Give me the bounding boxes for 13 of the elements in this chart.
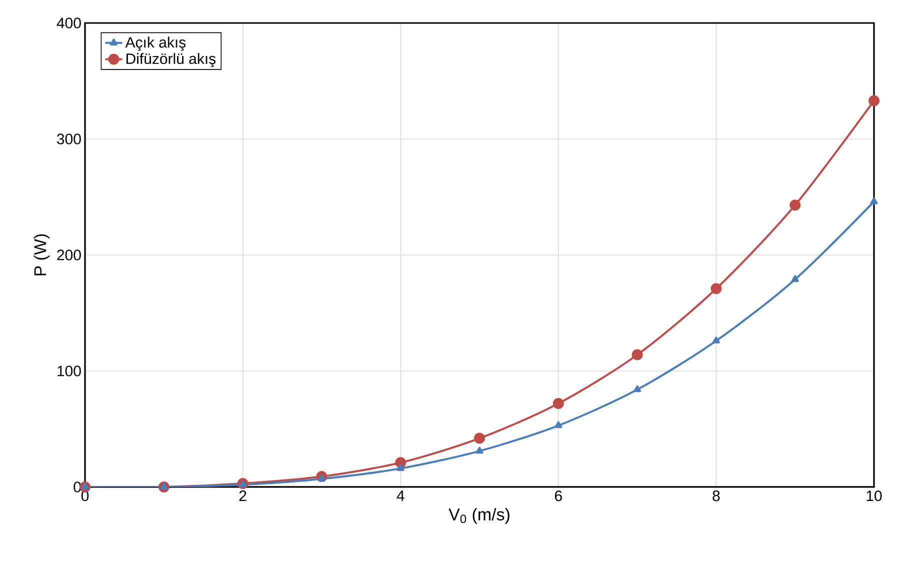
x-tick-label: 6 [555,490,562,502]
y-tick-label: 300 [57,134,81,144]
x-tick-label: 8 [712,490,720,502]
legend-label: Difüzörlü akış [126,53,216,68]
y-axis-title: P (W) [34,234,50,276]
y-tick-label: 100 [58,366,81,376]
y-tick-label: 200 [57,250,81,260]
x-tick-label: 2 [239,490,246,501]
legend-label: Açık akış [125,36,186,51]
x-tick-label: 10 [866,490,882,502]
x-axis-title: V$_{0}$ (m/s) [448,508,510,524]
x-tick-label: 4 [396,490,404,501]
y-tick-label: 400 [56,18,81,28]
